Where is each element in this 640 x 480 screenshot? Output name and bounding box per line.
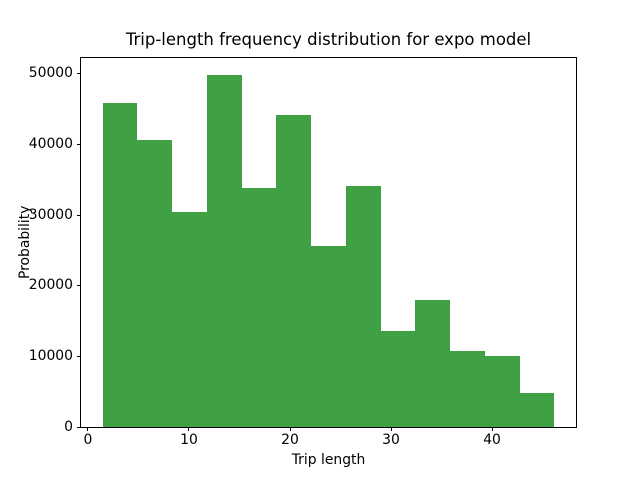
x-tick-label: 10 [180, 432, 198, 448]
y-tick-label: 50000 [28, 65, 73, 82]
y-tick-label: 30000 [28, 206, 73, 223]
x-axis-label: Trip length [291, 452, 366, 468]
histogram-bar [415, 299, 451, 428]
x-tick-label: 30 [382, 432, 400, 448]
x-tick-label: 40 [483, 432, 501, 448]
y-tick-mark [76, 427, 80, 428]
histogram-bar [137, 139, 173, 428]
x-tick-mark [289, 427, 291, 431]
histogram-bar [102, 102, 138, 428]
y-tick-label: 40000 [28, 135, 73, 152]
histogram-bar [484, 356, 520, 428]
histogram-bar [380, 330, 416, 428]
y-tick-label: 0 [64, 419, 73, 435]
histogram-bar [276, 115, 312, 428]
histogram-bar [172, 211, 207, 428]
x-tick-mark [188, 427, 190, 431]
histogram-bar [206, 74, 242, 428]
x-tick-mark [390, 427, 392, 431]
y-tick-mark [76, 143, 80, 145]
y-tick-label: 10000 [28, 348, 73, 365]
x-tick-label: 0 [83, 432, 93, 448]
y-tick-label: 20000 [28, 277, 73, 294]
histogram-bar [311, 245, 346, 428]
y-tick-mark [76, 356, 80, 358]
histogram-bar [519, 392, 555, 428]
chart-title: Trip-length frequency distribution for e… [125, 30, 532, 49]
x-tick-mark [491, 427, 493, 431]
histogram-bar [345, 186, 381, 428]
y-axis-label: Probability [17, 205, 33, 280]
histogram-bar [450, 350, 485, 428]
y-tick-mark [76, 73, 80, 75]
y-tick-mark [76, 214, 80, 216]
x-tick-mark [87, 427, 89, 431]
x-tick-label: 20 [281, 432, 299, 448]
y-tick-mark [76, 285, 80, 287]
histogram-bar [241, 188, 277, 428]
